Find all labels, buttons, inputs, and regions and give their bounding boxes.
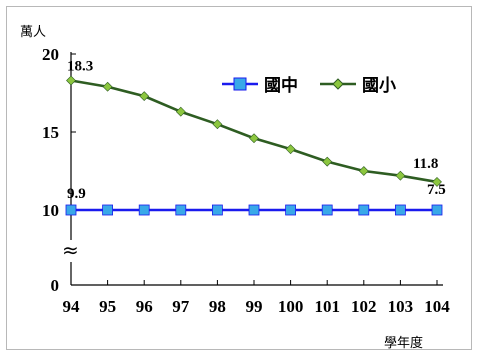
x-tick-label: 104 xyxy=(424,297,450,316)
x-tick-label: 101 xyxy=(314,297,340,316)
x-tick-label: 102 xyxy=(351,297,377,316)
legend-marker-1 xyxy=(332,78,344,90)
data-label: 11.8 xyxy=(413,156,438,172)
x-tick-label: 96 xyxy=(136,297,153,316)
data-point-diamond xyxy=(358,166,369,176)
x-tick-label: 98 xyxy=(209,297,226,316)
data-point-square xyxy=(394,204,406,216)
data-point-square xyxy=(102,204,113,216)
x-axis-title: 學年度 xyxy=(384,335,423,351)
data-point-square xyxy=(211,204,223,216)
data-label: 7.5 xyxy=(427,182,446,198)
y-tick-label: 10 xyxy=(42,201,59,220)
data-point-diamond xyxy=(395,170,406,181)
legend-item-1: 國小 xyxy=(320,76,396,96)
data-point-square xyxy=(248,204,260,216)
y-axis-title: 萬人 xyxy=(20,25,46,40)
data-point-diamond xyxy=(285,144,296,155)
legend-marker-0 xyxy=(233,77,247,91)
data-point-diamond xyxy=(139,91,150,102)
data-point-diamond xyxy=(432,176,442,187)
data-point-diamond xyxy=(175,106,186,117)
legend: 國中 國小 xyxy=(222,75,396,96)
data-point-diamond xyxy=(322,156,333,167)
y-tick-label: 0 xyxy=(51,276,60,295)
chart-frame xyxy=(6,6,472,350)
data-point-diamond xyxy=(66,75,76,86)
data-point-diamond xyxy=(102,81,113,92)
series-layer xyxy=(65,75,443,216)
legend-label-1: 國小 xyxy=(362,76,396,96)
data-point-square xyxy=(65,204,77,216)
x-tick-label: 99 xyxy=(246,297,263,316)
x-tick-label: 97 xyxy=(172,297,190,316)
legend-item-0: 國中 xyxy=(222,75,298,96)
data-point-square xyxy=(285,204,297,216)
data-point-square xyxy=(138,204,150,216)
data-point-square xyxy=(175,204,187,216)
data-point-diamond xyxy=(212,119,223,130)
y-tick-label: 20 xyxy=(42,45,59,64)
y-axis-break: ≈ xyxy=(62,238,79,262)
x-tick-label: 94 xyxy=(63,297,81,316)
x-tick-label: 103 xyxy=(388,297,414,316)
data-label: 18.3 xyxy=(67,59,93,75)
legend-label-0: 國中 xyxy=(264,75,298,96)
axes: ≈0 10 15 20 94 95 96 97 98 99 100 101 102 103 104 xyxy=(42,45,450,316)
data-point-diamond xyxy=(249,133,259,144)
labels-layer: 18.3 9.9 11.8 7.5 xyxy=(67,59,446,202)
x-tick-label: 100 xyxy=(278,297,304,316)
data-point-square xyxy=(431,204,443,216)
x-tick-label: 95 xyxy=(99,297,116,316)
data-point-square xyxy=(321,204,333,216)
y-tick-label: 15 xyxy=(42,123,59,142)
data-label: 9.9 xyxy=(67,186,86,202)
data-point-square xyxy=(358,204,370,216)
